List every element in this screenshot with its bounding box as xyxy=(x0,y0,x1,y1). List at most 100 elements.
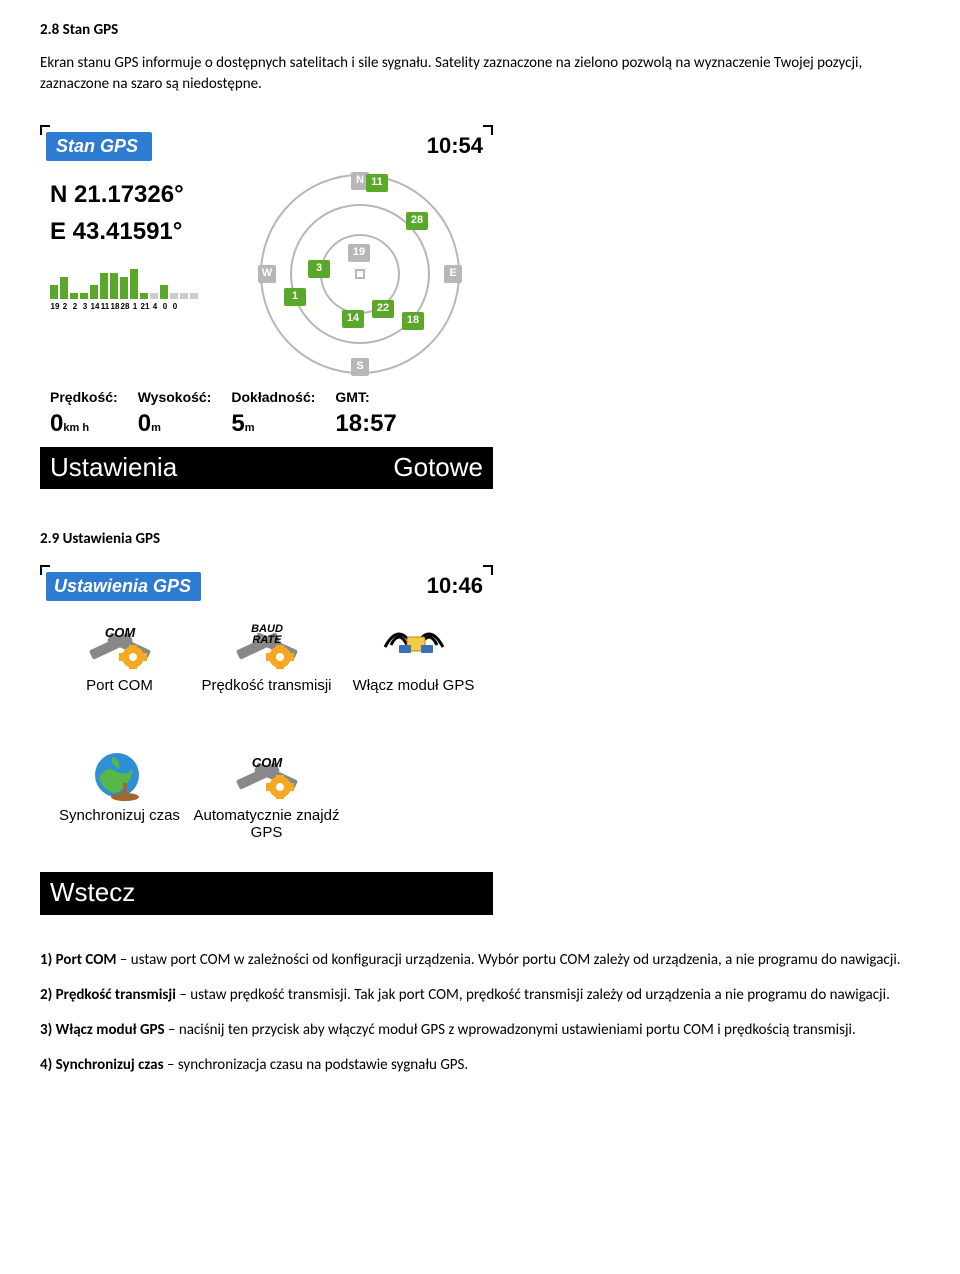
empty-cell xyxy=(340,744,487,864)
signal-bar-id: 11 xyxy=(100,301,110,312)
corner-mark xyxy=(483,125,493,135)
satellite-marker: 22 xyxy=(372,300,394,318)
stat-block: Prędkość:0km h xyxy=(50,388,118,441)
corner-mark xyxy=(40,565,50,575)
stats-row: Prędkość:0km hWysokość:0mDokładność:5mGM… xyxy=(40,382,493,447)
baud-icon: BAUDRATE xyxy=(227,614,307,674)
signal-bar xyxy=(100,273,108,299)
stat-value-row: 0km h xyxy=(50,407,118,441)
signal-bar-id: 18 xyxy=(110,301,120,312)
clock-text: 10:46 xyxy=(427,571,483,602)
satellite-marker: 18 xyxy=(402,312,424,330)
auto-icon: COM xyxy=(227,744,307,804)
screenshot-stan-gps: Stan GPS 10:54 N 21.17326° E 43.41591° 1… xyxy=(40,125,493,489)
stat-block: Wysokość:0m xyxy=(138,388,212,441)
stat-block: GMT:18:57 xyxy=(335,388,396,441)
section-heading-2-8: 2.8 Stan GPS xyxy=(40,20,920,41)
signal-bar-id: 4 xyxy=(150,301,160,312)
signal-bar xyxy=(140,293,148,299)
svg-text:COM: COM xyxy=(104,625,136,640)
signal-bar xyxy=(180,293,188,299)
compass-s-icon: S xyxy=(351,358,369,376)
skyview-center-icon xyxy=(355,269,365,279)
coords-panel: N 21.17326° E 43.41591° 1922314111828121… xyxy=(50,174,240,374)
stat-unit: km h xyxy=(63,422,89,434)
stat-label: Wysokość: xyxy=(138,388,212,408)
signal-bar xyxy=(130,269,138,299)
settings-icon-grid: COM Port COM BAUDRATE Prędkość transmisji Wł… xyxy=(40,606,493,872)
settings-item-label: Synchronizuj czas xyxy=(59,808,180,825)
screenshot1-body: N 21.17326° E 43.41591° 1922314111828121… xyxy=(40,166,493,382)
sync-icon xyxy=(80,744,160,804)
coord-east: E 43.41591° xyxy=(50,215,240,249)
screenshot2-header: Ustawienia GPS 10:46 xyxy=(40,565,493,606)
list-item-1-bold: 1) Port COM xyxy=(40,951,116,969)
settings-item-baud[interactable]: BAUDRATE Prędkość transmisji xyxy=(193,614,340,734)
signal-bar-id: 19 xyxy=(50,301,60,312)
list-item-3: 3) Włącz moduł GPS – naciśnij ten przyci… xyxy=(40,1020,920,1041)
list-item-4-bold: 4) Synchronizuj czas xyxy=(40,1056,164,1074)
settings-item-auto[interactable]: COMAutomatycznie znajdź GPS xyxy=(193,744,340,864)
screen-title-pill: Ustawienia GPS xyxy=(46,572,201,601)
softkey-left[interactable]: Ustawienia xyxy=(50,449,177,485)
signal-bar-id xyxy=(180,301,190,312)
signal-bar-id: 2 xyxy=(70,301,80,312)
signal-bar-labels: 1922314111828121400 xyxy=(50,301,240,312)
stat-value-row: 18:57 xyxy=(335,407,396,441)
signal-bar xyxy=(170,293,178,299)
corner-mark xyxy=(40,125,50,135)
signal-bar-id: 21 xyxy=(140,301,150,312)
settings-item-label: Włącz moduł GPS xyxy=(353,678,475,695)
enable-icon xyxy=(374,614,454,674)
stat-label: Prędkość: xyxy=(50,388,118,408)
stat-value: 0 xyxy=(50,410,63,437)
signal-bar xyxy=(120,277,128,299)
stat-label: GMT: xyxy=(335,388,396,408)
list-item-2: 2) Prędkość transmisji – ustaw prędkość … xyxy=(40,985,920,1006)
list-item-3-rest: – naciśnij ten przycisk aby włączyć modu… xyxy=(165,1021,856,1039)
signal-bar xyxy=(50,285,58,299)
signal-bar-id: 0 xyxy=(170,301,180,312)
compass-w-icon: W xyxy=(258,265,276,283)
signal-bar-id: 3 xyxy=(80,301,90,312)
list-item-4-rest: – synchronizacja czasu na podstawie sygn… xyxy=(164,1056,469,1074)
com-icon: COM xyxy=(80,614,160,674)
satellite-marker: 14 xyxy=(342,310,364,328)
settings-item-label: Port COM xyxy=(86,678,153,695)
list-item-1: 1) Port COM – ustaw port COM w zależnośc… xyxy=(40,950,920,971)
list-item-2-bold: 2) Prędkość transmisji xyxy=(40,986,176,1004)
signal-bars xyxy=(50,267,240,299)
softkey-right[interactable]: Gotowe xyxy=(393,449,483,485)
signal-bar-id: 28 xyxy=(120,301,130,312)
compass-e-icon: E xyxy=(444,265,462,283)
settings-item-enable[interactable]: Włącz moduł GPS xyxy=(340,614,487,734)
settings-item-com[interactable]: COM Port COM xyxy=(46,614,193,734)
satellite-marker: 11 xyxy=(366,174,388,192)
signal-bar xyxy=(80,293,88,299)
signal-bar xyxy=(150,293,158,299)
list-item-1-rest: – ustaw port COM w zależności od konfigu… xyxy=(116,951,900,969)
softkey-bar: Ustawienia Gotowe xyxy=(40,447,493,489)
settings-item-sync[interactable]: Synchronizuj czas xyxy=(46,744,193,864)
clock-text: 10:54 xyxy=(427,131,483,162)
svg-text:COM: COM xyxy=(251,755,283,770)
section-intro-2-8: Ekran stanu GPS informuje o dostępnych s… xyxy=(40,53,920,95)
signal-bar xyxy=(160,285,168,299)
screen-title-pill: Stan GPS xyxy=(46,132,152,161)
list-item-3-bold: 3) Włącz moduł GPS xyxy=(40,1021,165,1039)
section-heading-2-9: 2.9 Ustawienia GPS xyxy=(40,529,920,550)
softkey-left[interactable]: Wstecz xyxy=(50,877,135,907)
signal-bar xyxy=(90,285,98,299)
svg-text:RATE: RATE xyxy=(252,634,282,646)
signal-bar-id: 0 xyxy=(160,301,170,312)
coord-north: N 21.17326° xyxy=(50,178,240,212)
stat-value: 5 xyxy=(231,410,244,437)
stat-value-row: 0m xyxy=(138,407,212,441)
softkey-bar: Wstecz xyxy=(40,872,493,914)
signal-bar-id xyxy=(190,301,200,312)
settings-item-label: Prędkość transmisji xyxy=(201,678,331,695)
signal-bar-id: 14 xyxy=(90,301,100,312)
signal-bar xyxy=(70,293,78,299)
stat-value: 0 xyxy=(138,410,151,437)
stat-unit: m xyxy=(245,422,255,434)
